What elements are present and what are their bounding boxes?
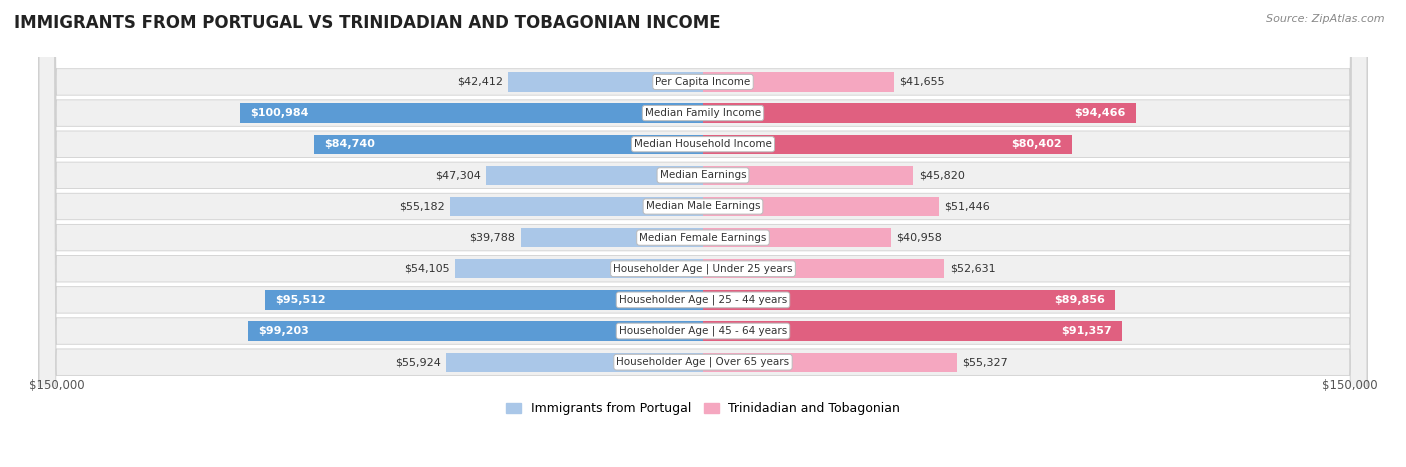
Text: Householder Age | Over 65 years: Householder Age | Over 65 years: [616, 357, 790, 368]
Text: $51,446: $51,446: [945, 201, 990, 212]
Bar: [447, 353, 703, 372]
Text: $42,412: $42,412: [457, 77, 503, 87]
Text: Median Earnings: Median Earnings: [659, 170, 747, 180]
Text: $39,788: $39,788: [470, 233, 515, 243]
Bar: [247, 321, 703, 341]
Text: $54,105: $54,105: [404, 264, 450, 274]
FancyBboxPatch shape: [39, 0, 1367, 467]
Text: $95,512: $95,512: [276, 295, 326, 305]
Bar: [703, 290, 1115, 310]
Text: $91,357: $91,357: [1062, 326, 1112, 336]
Bar: [703, 259, 945, 278]
Text: $52,631: $52,631: [950, 264, 995, 274]
Text: Householder Age | 45 - 64 years: Householder Age | 45 - 64 years: [619, 326, 787, 336]
Bar: [703, 134, 1071, 154]
Bar: [240, 103, 703, 123]
Bar: [703, 228, 891, 247]
Bar: [703, 103, 1136, 123]
Text: $41,655: $41,655: [900, 77, 945, 87]
Text: $94,466: $94,466: [1074, 108, 1126, 118]
Text: Per Capita Income: Per Capita Income: [655, 77, 751, 87]
FancyBboxPatch shape: [39, 0, 1367, 467]
Text: $40,958: $40,958: [897, 233, 942, 243]
Text: $150,000: $150,000: [1322, 379, 1378, 392]
Bar: [703, 353, 956, 372]
Text: Median Male Earnings: Median Male Earnings: [645, 201, 761, 212]
FancyBboxPatch shape: [39, 0, 1367, 467]
Text: $55,182: $55,182: [399, 201, 444, 212]
FancyBboxPatch shape: [39, 0, 1367, 467]
FancyBboxPatch shape: [39, 0, 1367, 467]
Text: Source: ZipAtlas.com: Source: ZipAtlas.com: [1267, 14, 1385, 24]
Text: Median Female Earnings: Median Female Earnings: [640, 233, 766, 243]
Text: Householder Age | Under 25 years: Householder Age | Under 25 years: [613, 263, 793, 274]
Bar: [703, 197, 939, 216]
FancyBboxPatch shape: [39, 0, 1367, 467]
Bar: [454, 259, 703, 278]
Text: $99,203: $99,203: [259, 326, 309, 336]
Text: Median Household Income: Median Household Income: [634, 139, 772, 149]
Bar: [450, 197, 703, 216]
Text: $80,402: $80,402: [1011, 139, 1062, 149]
Text: $45,820: $45,820: [918, 170, 965, 180]
Text: Median Family Income: Median Family Income: [645, 108, 761, 118]
FancyBboxPatch shape: [39, 0, 1367, 467]
FancyBboxPatch shape: [39, 0, 1367, 467]
Text: $55,327: $55,327: [962, 357, 1008, 367]
Legend: Immigrants from Portugal, Trinidadian and Tobagonian: Immigrants from Portugal, Trinidadian an…: [501, 397, 905, 420]
Bar: [703, 72, 894, 92]
Bar: [509, 72, 703, 92]
Text: $150,000: $150,000: [28, 379, 84, 392]
FancyBboxPatch shape: [39, 0, 1367, 467]
Text: $89,856: $89,856: [1054, 295, 1105, 305]
Bar: [703, 166, 912, 185]
Text: $47,304: $47,304: [434, 170, 481, 180]
Bar: [703, 321, 1122, 341]
Text: $84,740: $84,740: [325, 139, 375, 149]
FancyBboxPatch shape: [39, 0, 1367, 467]
Text: Householder Age | 25 - 44 years: Householder Age | 25 - 44 years: [619, 295, 787, 305]
Text: $55,924: $55,924: [395, 357, 441, 367]
Bar: [486, 166, 703, 185]
Text: IMMIGRANTS FROM PORTUGAL VS TRINIDADIAN AND TOBAGONIAN INCOME: IMMIGRANTS FROM PORTUGAL VS TRINIDADIAN …: [14, 14, 721, 32]
Bar: [520, 228, 703, 247]
Bar: [315, 134, 703, 154]
Text: $100,984: $100,984: [250, 108, 309, 118]
Bar: [264, 290, 703, 310]
